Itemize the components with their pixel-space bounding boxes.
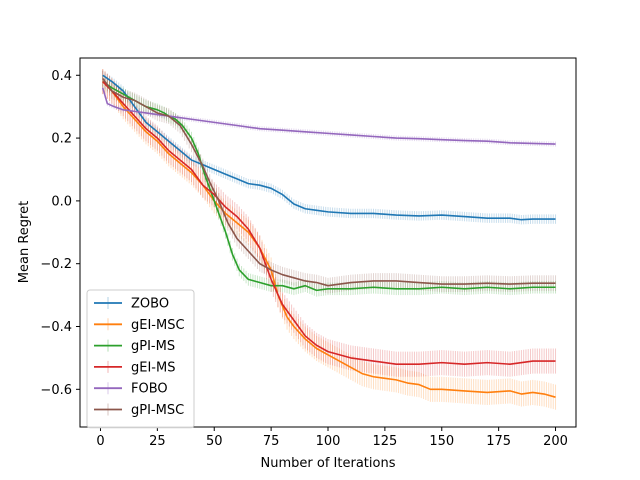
- y-tick-label: −0.6: [40, 383, 72, 398]
- legend-item-gpi-msc: gPI-MSC: [94, 403, 184, 418]
- series-lines: [101, 74, 556, 398]
- y-tick-label: −0.2: [40, 257, 72, 272]
- y-tick-label: 0.0: [51, 194, 72, 209]
- series-line-zobo: [102, 74, 556, 221]
- x-tick-label: 150: [429, 434, 454, 449]
- x-axis-label: Number of Iterations: [261, 456, 396, 471]
- legend-item-gpi-ms: gPI-MS: [94, 339, 175, 354]
- legend-label: gEI-MSC: [131, 318, 185, 333]
- error-bars-gpi-msc: [102, 70, 557, 294]
- x-tick-label: 50: [206, 434, 223, 449]
- error-bars-gpi-ms: [102, 75, 557, 297]
- legend-item-gei-ms: gEI-MS: [94, 360, 175, 375]
- legend-label: FOBO: [131, 382, 168, 397]
- legend-label: gEI-MS: [131, 360, 175, 375]
- series-line-gei-ms: [102, 80, 556, 365]
- x-tick-label: 25: [149, 434, 166, 449]
- series-line-gpi-ms: [102, 80, 556, 292]
- series-line-gpi-msc: [102, 77, 556, 287]
- x-tick-label: 125: [372, 434, 397, 449]
- series-line-gei-msc: [102, 80, 556, 398]
- legend-label: gPI-MS: [131, 339, 175, 354]
- legend-item-fobo: FOBO: [94, 382, 168, 397]
- legend-item-gei-msc: gEI-MSC: [94, 318, 185, 333]
- x-tick-label: 175: [486, 434, 511, 449]
- y-axis-label: Mean Regret: [17, 201, 32, 283]
- legend: ZOBO gEI-MSC gPI-MS gEI-MS FOBO gPI-MSC: [86, 289, 195, 429]
- y-tick-label: 0.2: [51, 132, 72, 147]
- y-axis-ticks: −0.6 −0.4 −0.2 0.0 0.2 0.4: [40, 69, 80, 398]
- legend-item-zobo: ZOBO: [94, 297, 169, 312]
- x-tick-label: 0: [96, 434, 104, 449]
- series-line-fobo: [101, 87, 556, 145]
- x-tick-label: 75: [263, 434, 280, 449]
- legend-label: gPI-MSC: [131, 403, 184, 418]
- y-tick-label: −0.4: [40, 320, 72, 335]
- legend-label: ZOBO: [131, 297, 169, 312]
- x-axis-ticks: 0 25 50 75 100 125 150 175 200: [96, 427, 568, 449]
- x-tick-label: 100: [316, 434, 341, 449]
- y-tick-label: 0.4: [51, 69, 72, 84]
- x-tick-label: 200: [543, 434, 568, 449]
